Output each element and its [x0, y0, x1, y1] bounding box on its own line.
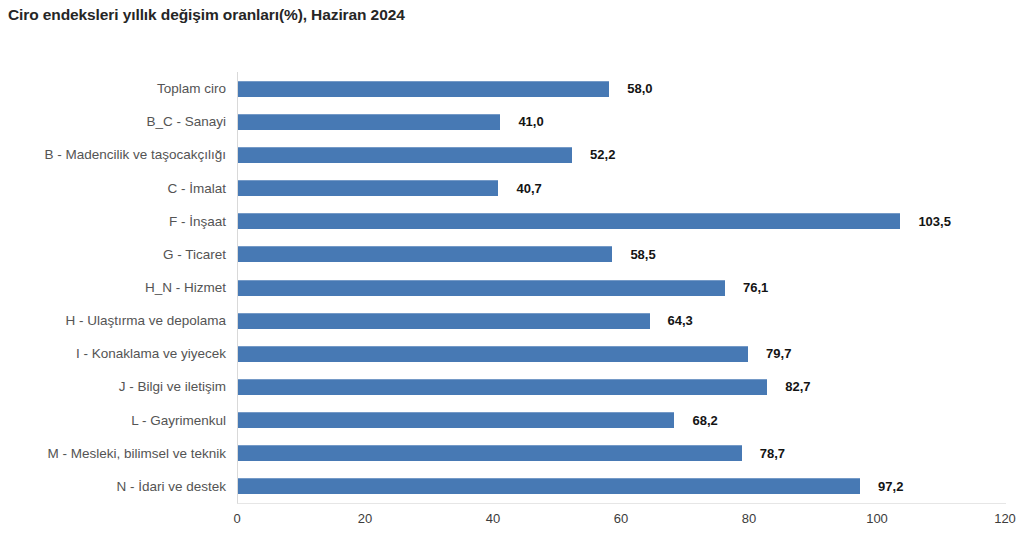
bar-row: 58,5 — [238, 238, 1006, 271]
bar — [238, 81, 609, 97]
bar-value-label: 40,7 — [516, 181, 541, 196]
category-label: F - İnşaat — [0, 205, 226, 238]
bar-value-label: 58,0 — [627, 81, 652, 96]
bar-value-label: 52,2 — [590, 147, 615, 162]
bar-row: 41,0 — [238, 105, 1006, 138]
bar — [238, 412, 674, 428]
bar-row: 52,2 — [238, 138, 1006, 171]
bar — [238, 180, 498, 196]
bar-value-label: 68,2 — [692, 413, 717, 428]
bar-value-label: 82,7 — [785, 379, 810, 394]
bar-value-label: 103,5 — [918, 214, 951, 229]
bar-value-label: 58,5 — [630, 247, 655, 262]
x-tick-label: 60 — [614, 511, 628, 526]
bar-row: 64,3 — [238, 304, 1006, 337]
category-label: N - İdari ve destek — [0, 470, 226, 503]
bar — [238, 346, 748, 362]
bar-row: 78,7 — [238, 437, 1006, 470]
chart-title: Ciro endeksleri yıllık değişim oranları(… — [8, 6, 405, 24]
x-axis-tick-labels: 020406080100120 — [237, 511, 1005, 531]
bar-value-label: 78,7 — [760, 446, 785, 461]
bar — [238, 246, 612, 262]
bar-row: 82,7 — [238, 370, 1006, 403]
bar-value-label: 41,0 — [518, 114, 543, 129]
bar-row: 76,1 — [238, 271, 1006, 304]
bar — [238, 280, 725, 296]
x-tick-label: 80 — [742, 511, 756, 526]
category-label: H - Ulaştırma ve depolama — [0, 304, 226, 337]
x-tick-label: 120 — [994, 511, 1016, 526]
x-tick-label: 20 — [358, 511, 372, 526]
bar-value-label: 64,3 — [668, 313, 693, 328]
x-tick-label: 100 — [866, 511, 888, 526]
bar — [238, 313, 650, 329]
category-label: M - Mesleki, bilimsel ve teknik — [0, 437, 226, 470]
bar-value-label: 79,7 — [766, 346, 791, 361]
bar — [238, 379, 767, 395]
category-label: H_N - Hizmet — [0, 271, 226, 304]
category-label: B_C - Sanayi — [0, 105, 226, 138]
bar-row: 103,5 — [238, 205, 1006, 238]
category-label: B - Madencilik ve taşocakçılığı — [0, 138, 226, 171]
bar — [238, 213, 900, 229]
x-tick-label: 40 — [486, 511, 500, 526]
category-label: Toplam ciro — [0, 72, 226, 105]
bar-row: 40,7 — [238, 171, 1006, 204]
category-label: G - Ticaret — [0, 238, 226, 271]
bar-value-label: 76,1 — [743, 280, 768, 295]
category-label: J - Bilgi ve iletişim — [0, 370, 226, 403]
bar-row: 58,0 — [238, 72, 1006, 105]
bar-value-label: 97,2 — [878, 479, 903, 494]
x-tick-label: 0 — [233, 511, 240, 526]
bar-row: 79,7 — [238, 337, 1006, 370]
category-label: C - İmalat — [0, 171, 226, 204]
turnover-index-bar-chart: Ciro endeksleri yıllık değişim oranları(… — [0, 0, 1024, 540]
bar — [238, 478, 860, 494]
bar — [238, 147, 572, 163]
category-axis-labels: Toplam ciroB_C - SanayiB - Madencilik ve… — [0, 72, 226, 503]
bar-row: 68,2 — [238, 404, 1006, 437]
category-label: L - Gayrimenkul — [0, 404, 226, 437]
category-label: I - Konaklama ve yiyecek — [0, 337, 226, 370]
bar-row: 97,2 — [238, 470, 1006, 503]
bar — [238, 114, 500, 130]
plot-area: 58,0 41,0 52,2 40,7 103,5 58,5 76,1 64,3 79,7 82,… — [237, 72, 1006, 504]
bar — [238, 445, 742, 461]
